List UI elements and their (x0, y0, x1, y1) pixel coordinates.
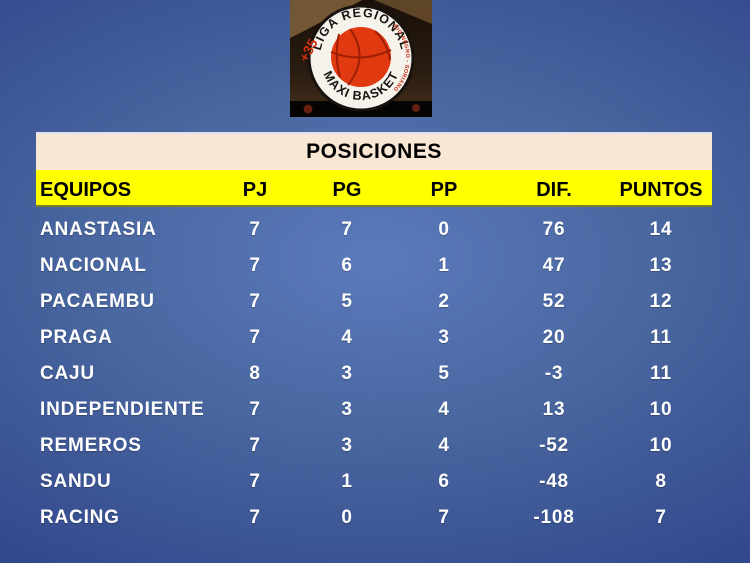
puntos-cell: 8 (655, 471, 667, 492)
pp-cell: 6 (438, 471, 450, 492)
dif-cell: -3 (544, 363, 564, 384)
pj-cell: 7 (249, 471, 261, 492)
col-header-pg: PG (332, 179, 362, 201)
league-logo: LIGA REGIONAL MAXI BASKET RIO NEGRO - SO… (290, 0, 432, 117)
col-header-equipos: EQUIPOS (40, 179, 132, 201)
team-name-cell: INDEPENDIENTE (40, 399, 205, 420)
team-name-cell: RACING (40, 507, 120, 528)
pg-cell: 5 (341, 291, 353, 312)
pg-cell: 1 (341, 471, 353, 492)
team-name-cell: PRAGA (40, 327, 113, 348)
dif-cell: 52 (542, 291, 566, 312)
pj-cell: 7 (249, 219, 261, 240)
puntos-cell: 10 (649, 399, 673, 420)
pg-cell: 3 (341, 435, 353, 456)
pj-cell: 7 (249, 255, 261, 276)
table-header-row: EQUIPOS PJ PG PP DIF. PUNTOS (36, 170, 712, 207)
dif-cell: 20 (542, 327, 566, 348)
dif-cell: -48 (539, 471, 569, 492)
dif-cell: -52 (539, 435, 569, 456)
pp-cell: 4 (438, 399, 450, 420)
pj-cell: 7 (249, 291, 261, 312)
table-row: REMEROS 7 3 4 -52 10 (36, 428, 712, 464)
pp-cell: 4 (438, 435, 450, 456)
puntos-cell: 12 (649, 291, 673, 312)
table-row: INDEPENDIENTE 7 3 4 13 10 (36, 392, 712, 428)
dif-cell: 76 (542, 219, 566, 240)
team-name-cell: ANASTASIA (40, 219, 157, 240)
table-row: CAJU 8 3 5 -3 11 (36, 356, 712, 392)
team-name-cell: SANDU (40, 471, 112, 492)
puntos-cell: 11 (650, 327, 672, 348)
pg-cell: 0 (341, 507, 353, 528)
dif-cell: 13 (542, 399, 566, 420)
table-row: ANASTASIA 7 7 0 76 14 (36, 212, 712, 248)
puntos-cell: 10 (649, 435, 673, 456)
pj-cell: 8 (249, 363, 261, 384)
team-name-cell: REMEROS (40, 435, 142, 456)
team-name-cell: CAJU (40, 363, 95, 384)
pj-cell: 7 (249, 327, 261, 348)
table-body: ANASTASIA 7 7 0 76 14 NACIONAL 7 6 1 47 … (36, 212, 712, 536)
table-title: POSICIONES (306, 140, 442, 163)
pp-cell: 1 (438, 255, 450, 276)
table-title-bar: POSICIONES (36, 132, 712, 170)
pg-cell: 6 (341, 255, 353, 276)
team-name-cell: NACIONAL (40, 255, 147, 276)
puntos-cell: 13 (649, 255, 673, 276)
table-row: PACAEMBU 7 5 2 52 12 (36, 284, 712, 320)
pj-cell: 7 (249, 435, 261, 456)
col-header-pj: PJ (242, 179, 268, 201)
table-row: NACIONAL 7 6 1 47 13 (36, 248, 712, 284)
pp-cell: 2 (438, 291, 450, 312)
puntos-cell: 7 (655, 507, 667, 528)
puntos-cell: 14 (649, 219, 673, 240)
puntos-cell: 11 (650, 363, 672, 384)
table-row: SANDU 7 1 6 -48 8 (36, 464, 712, 500)
pj-cell: 7 (249, 399, 261, 420)
table-row: PRAGA 7 4 3 20 11 (36, 320, 712, 356)
team-name-cell: PACAEMBU (40, 291, 155, 312)
dif-cell: -108 (533, 507, 575, 528)
pp-cell: 5 (438, 363, 450, 384)
pg-cell: 3 (341, 363, 353, 384)
pg-cell: 3 (341, 399, 353, 420)
league-logo-badge-icon: LIGA REGIONAL MAXI BASKET RIO NEGRO - SO… (290, 0, 432, 117)
pp-cell: 7 (438, 507, 450, 528)
standings-table: POSICIONES EQUIPOS PJ PG PP DIF. PUNTOS … (36, 132, 712, 536)
pp-cell: 3 (438, 327, 450, 348)
dif-cell: 47 (542, 255, 566, 276)
table-row: RACING 7 0 7 -108 7 (36, 500, 712, 536)
pp-cell: 0 (438, 219, 450, 240)
col-header-puntos: PUNTOS (619, 179, 703, 201)
pg-cell: 7 (341, 219, 353, 240)
pg-cell: 4 (341, 327, 353, 348)
col-header-dif: DIF. (536, 179, 572, 201)
col-header-pp: PP (430, 179, 458, 201)
pj-cell: 7 (249, 507, 261, 528)
